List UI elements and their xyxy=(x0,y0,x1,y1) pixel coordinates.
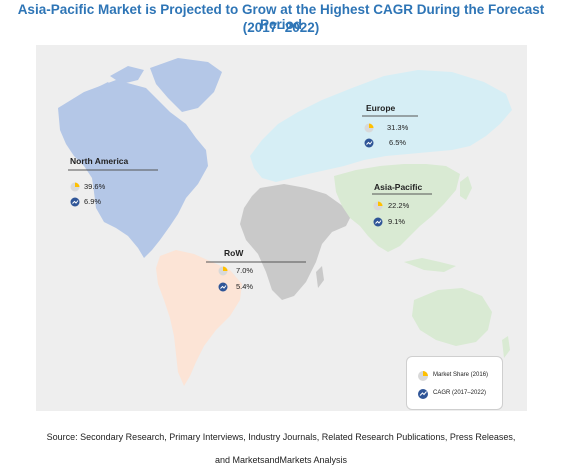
europe-share-slice xyxy=(369,123,374,128)
indonesia-shape xyxy=(404,258,456,272)
north-america-label: North America xyxy=(70,156,129,166)
europe-label: Europe xyxy=(366,103,396,113)
arctic-islands-shape xyxy=(96,66,144,94)
row-cagr-arrow xyxy=(220,285,227,289)
japan-shape xyxy=(460,176,472,200)
europe-cagr: 6.5% xyxy=(389,138,407,147)
australia-shape xyxy=(412,288,492,346)
asia-pacific-label: Asia-Pacific xyxy=(374,182,423,192)
source-note-line2: and MarketsandMarkets Analysis xyxy=(214,455,348,465)
north-america-cagr-arrow xyxy=(72,200,79,204)
europe-market-share: 31.3% xyxy=(387,123,409,132)
chart-subtitle-period: (2017–2022) xyxy=(242,20,320,35)
row-market-share: 7.0% xyxy=(236,266,254,275)
madagascar-shape xyxy=(316,266,324,288)
source-note-line1: Source: Secondary Research, Primary Inte… xyxy=(46,432,516,442)
africa-middle-east-shape xyxy=(240,184,352,300)
row-label: RoW xyxy=(224,248,244,258)
legend: Market Share (2016) CAGR (2017–2022) xyxy=(406,356,503,410)
asia-pacific-cagr-arrow xyxy=(375,220,382,224)
asia-pacific-share-slice xyxy=(378,201,383,206)
europe-russia-shape xyxy=(250,70,512,182)
row-share-slice xyxy=(223,266,228,271)
asia-pacific-market-share: 22.2% xyxy=(388,201,410,210)
greenland-shape xyxy=(150,58,222,112)
north-america-shape xyxy=(58,80,208,258)
chart-title: Asia-Pacific Market is Projected to Grow… xyxy=(17,2,545,32)
legend-market-share-slice xyxy=(423,371,428,376)
legend-market-share-label: Market Share (2016) xyxy=(433,372,489,378)
asia-pacific-cagr: 9.1% xyxy=(388,217,406,226)
legend-cagr-arrow xyxy=(419,391,427,396)
south-america-shape xyxy=(156,250,242,386)
north-america-cagr: 6.9% xyxy=(84,197,102,206)
row-cagr: 5.4% xyxy=(236,282,254,291)
europe-cagr-arrow xyxy=(366,141,373,145)
legend-icons xyxy=(418,371,428,399)
legend-cagr-label: CAGR (2017–2022) xyxy=(433,390,487,396)
new-zealand-shape xyxy=(502,336,510,358)
north-america-market-share: 39.6% xyxy=(84,182,106,191)
north-america-share-slice xyxy=(75,182,80,187)
asia-pacific-mainland-shape xyxy=(334,164,460,252)
